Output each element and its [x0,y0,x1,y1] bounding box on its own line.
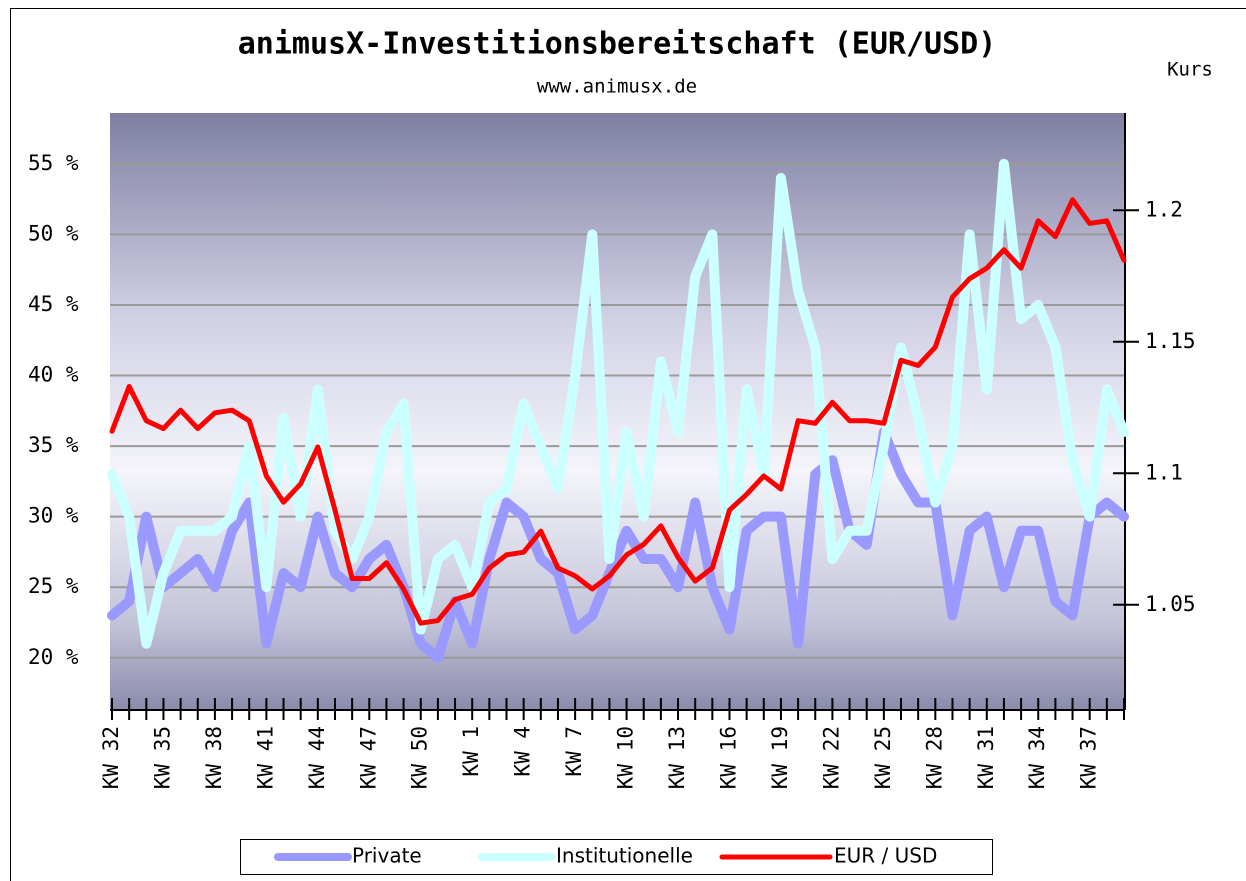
frame [10,8,1246,881]
y2-tick-label: 1.2 [1145,197,1183,221]
x-tick-label: KW 44 [305,726,329,789]
x-tick-label: KW 19 [768,726,792,789]
series-line [109,197,1127,626]
y-tick-label: 30 % [28,504,79,528]
y2-tick-label: 1.05 [1145,592,1196,616]
x-tick-label: KW 10 [614,726,638,789]
y-tick-label: 45 % [28,292,79,316]
chart-subtitle: www.animusx.de [537,76,697,98]
y-tick-label: 35 % [28,433,79,457]
x-tick-label: KW 32 [99,726,123,789]
legend-label: Private [352,844,422,868]
x-tick-label: KW 28 [922,726,946,789]
x-tick-label: KW 47 [356,726,380,789]
x-tick-label: KW 37 [1077,726,1101,789]
x-tick-label: KW 16 [716,726,740,789]
series-line [107,426,1129,663]
x-tick-label: KW 4 [511,726,535,777]
x-tick-label: KW 41 [253,726,277,789]
y-tick-label: 40 % [28,363,79,387]
y-tick-label: 55 % [28,151,79,175]
y-tick-label: 25 % [28,574,79,598]
x-tick-label: KW 22 [819,726,843,789]
y-tick-label: 20 % [28,645,79,669]
series-line [107,158,1129,649]
y2-axis-label: Kurs [1167,59,1213,81]
x-tick-label: KW 25 [871,726,895,789]
x-tick-label: KW 31 [974,726,998,789]
y2-tick-label: 1.15 [1145,329,1196,353]
x-tick-label: KW 50 [408,726,432,789]
x-tick-label: KW 7 [562,726,586,777]
legend-box [240,839,993,875]
x-tick-label: KW 34 [1025,726,1049,789]
x-tick-label: KW 35 [150,726,174,789]
x-tick-label: KW 13 [665,726,689,789]
chart-title: animusX-Investitionsbereitschaft (EUR/US… [238,27,997,62]
legend-label: Institutionelle [556,844,693,868]
x-tick-label: KW 38 [202,726,226,789]
y-tick-label: 50 % [28,221,79,245]
y2-tick-label: 1.1 [1145,460,1183,484]
legend-label: EUR / USD [834,844,937,868]
x-tick-label: KW 1 [459,726,483,777]
